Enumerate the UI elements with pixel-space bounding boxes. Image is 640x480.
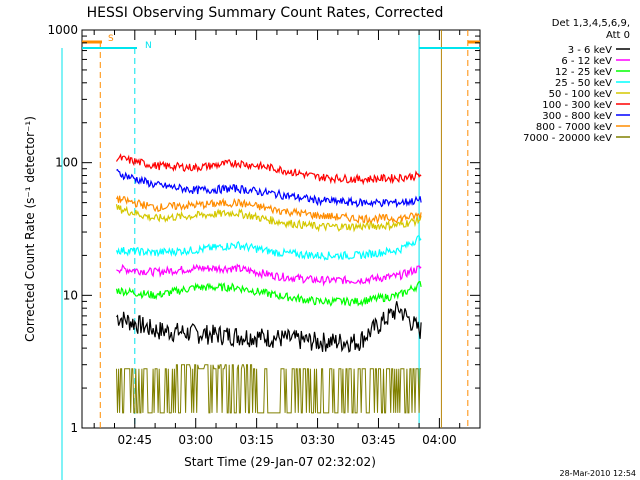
series-line-8 bbox=[116, 364, 422, 414]
x-axis-label: Start Time (29-Jan-07 02:32:02) bbox=[184, 455, 376, 469]
series-line-1 bbox=[116, 263, 422, 287]
series-line-3 bbox=[115, 234, 422, 261]
legend-label: 300 - 800 keV bbox=[542, 111, 612, 122]
y-tick-label: 100 bbox=[55, 156, 78, 170]
y-tick-label: 10 bbox=[63, 288, 78, 302]
legend-label: 25 - 50 keV bbox=[555, 78, 612, 89]
x-axis: 02:45 03:00 03:15 03:30 03:45 04:00 bbox=[93, 30, 481, 447]
plot-frame bbox=[81, 29, 481, 429]
x-tick-label: 03:00 bbox=[178, 433, 213, 447]
series-line-2 bbox=[115, 280, 422, 308]
x-tick-label: 03:30 bbox=[300, 433, 335, 447]
y-tick-label: 1000 bbox=[47, 23, 78, 37]
series-line-6 bbox=[116, 168, 422, 209]
y-tick-label: 1 bbox=[70, 421, 78, 435]
marker-labels-group: SN bbox=[108, 34, 152, 51]
series-line-0 bbox=[116, 301, 422, 353]
x-tick-label: 02:45 bbox=[117, 433, 152, 447]
y-axis: 1 10 100 1000 bbox=[47, 23, 480, 435]
x-tick-label: 03:45 bbox=[361, 433, 396, 447]
timestamp: 28-Mar-2010 12:54 bbox=[560, 469, 637, 478]
chart-title: HESSI Observing Summary Count Rates, Cor… bbox=[87, 5, 444, 21]
x-tick-label: 04:00 bbox=[422, 433, 457, 447]
series-line-4 bbox=[115, 204, 422, 233]
legend-label: 100 - 300 keV bbox=[542, 100, 612, 111]
marker-label-n: N bbox=[145, 41, 152, 51]
legend-label: 12 - 25 keV bbox=[555, 67, 612, 78]
legend-label: 50 - 100 keV bbox=[549, 89, 613, 100]
legend-label: 800 - 7000 keV bbox=[536, 122, 612, 133]
legend-label: 3 - 6 keV bbox=[568, 45, 612, 56]
series-line-7 bbox=[115, 195, 422, 225]
marker-label-s: S bbox=[108, 34, 114, 44]
x-tick-label: 03:15 bbox=[239, 433, 274, 447]
series-group bbox=[115, 153, 422, 414]
legend-label: 6 - 12 keV bbox=[561, 56, 612, 67]
series-line-5 bbox=[115, 153, 422, 186]
legend-header-line-1: Det 1,3,4,5,6,9, bbox=[552, 18, 630, 29]
legend-header-line-2: Att 0 bbox=[606, 30, 630, 41]
legend-label: 7000 - 20000 keV bbox=[523, 133, 612, 144]
marker-lines-group bbox=[61, 30, 480, 480]
y-axis-label: Corrected Count Rate (s⁻¹ detector⁻¹) bbox=[23, 116, 37, 342]
